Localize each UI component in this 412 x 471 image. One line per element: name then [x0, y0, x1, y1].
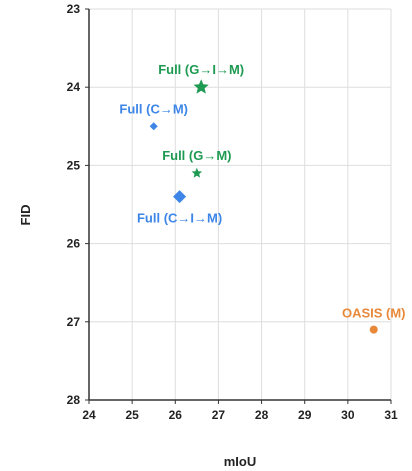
y-tick-label: 25 — [67, 158, 81, 172]
x-tick-label: 26 — [169, 408, 183, 422]
x-tick-label: 27 — [212, 408, 226, 422]
y-axis-title: FID — [18, 205, 33, 226]
x-tick-label: 29 — [298, 408, 312, 422]
axes — [85, 8, 392, 404]
x-tick-label: 25 — [125, 408, 139, 422]
x-tick-label: 28 — [255, 408, 269, 422]
y-tick-label: 23 — [67, 2, 81, 16]
point-label: Full (C→I→M) — [137, 211, 222, 226]
point-label: Full (G→I→M) — [158, 62, 244, 77]
x-tick-label: 30 — [341, 408, 355, 422]
x-axis-title: mIoU — [224, 454, 257, 469]
y-tick-label: 28 — [67, 393, 81, 407]
point-star — [193, 79, 209, 94]
x-tick-label: 31 — [384, 408, 398, 422]
y-tick-label: 26 — [67, 237, 81, 251]
point-label: OASIS (M) — [342, 306, 406, 321]
point-labels: Full (G→I→M) Full (C→M) Full (G→M) Full (C→… — [119, 62, 405, 320]
point-label: Full (C→M) — [119, 101, 188, 116]
y-tick-label: 27 — [67, 315, 81, 329]
x-tick-label: 24 — [82, 408, 96, 422]
point-diamond — [149, 122, 158, 131]
point-diamond — [173, 190, 187, 204]
tick-labels: 24 25 26 27 28 29 30 31 23 24 25 26 27 28 — [67, 2, 398, 422]
point-circle — [369, 325, 378, 334]
y-tick-label: 24 — [67, 80, 81, 94]
point-star — [191, 167, 203, 178]
point-label: Full (G→M) — [162, 148, 231, 163]
data-points — [149, 79, 378, 334]
